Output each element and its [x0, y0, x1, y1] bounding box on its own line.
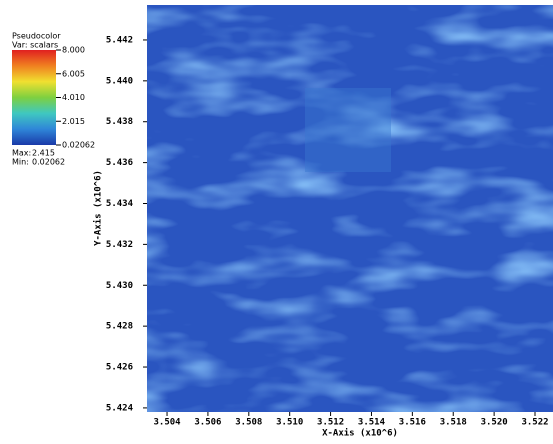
- x-tick-label: 3.508: [235, 418, 262, 428]
- x-tick-label: 3.514: [358, 418, 386, 428]
- colorbar: [12, 50, 56, 145]
- x-tick-label: 3.506: [194, 418, 221, 428]
- x-tick-label: 3.518: [440, 418, 467, 428]
- min-label: Min:: [12, 158, 29, 167]
- colorbar-tick-label: 0.02062: [62, 141, 95, 150]
- y-tick-label: 5.432: [106, 240, 133, 250]
- legend-title: Pseudocolor: [12, 32, 61, 41]
- x-axis-title: X-Axis (x10^6): [322, 428, 398, 439]
- legend-subtitle: Var: scalars: [12, 41, 58, 50]
- y-tick-label: 5.430: [106, 281, 133, 291]
- min-value: 0.02062: [32, 158, 65, 167]
- y-tick-label: 5.436: [106, 158, 133, 168]
- y-tick-label: 5.428: [106, 322, 133, 332]
- y-tick-label: 5.424: [106, 403, 134, 413]
- field-texture: [147, 5, 553, 412]
- x-tick-label: 3.504: [153, 418, 181, 428]
- colorbar-tick-label: 8.000: [62, 46, 85, 55]
- x-tick-label: 3.512: [317, 418, 344, 428]
- plot-area: [147, 5, 553, 412]
- y-tick-label: 5.438: [106, 117, 133, 127]
- patch: [305, 88, 391, 172]
- x-tick-label: 3.522: [521, 418, 548, 428]
- y-tick-label: 5.426: [106, 363, 133, 373]
- y-axis-title: Y-Axis (x10^6): [93, 170, 104, 246]
- x-tick-label: 3.516: [399, 418, 426, 428]
- x-tick-label: 3.520: [481, 418, 508, 428]
- y-tick-label: 5.442: [106, 35, 133, 45]
- max-label: Max:: [12, 149, 31, 158]
- y-tick-label: 5.440: [106, 76, 133, 86]
- colorbar-tick-label: 4.010: [62, 93, 85, 102]
- colorbar-tick-label: 6.005: [62, 69, 85, 78]
- max-value: 2.415: [32, 149, 55, 158]
- x-tick-label: 3.510: [276, 418, 303, 428]
- y-tick-label: 5.434: [106, 199, 134, 209]
- colorbar-tick-label: 2.015: [62, 117, 85, 126]
